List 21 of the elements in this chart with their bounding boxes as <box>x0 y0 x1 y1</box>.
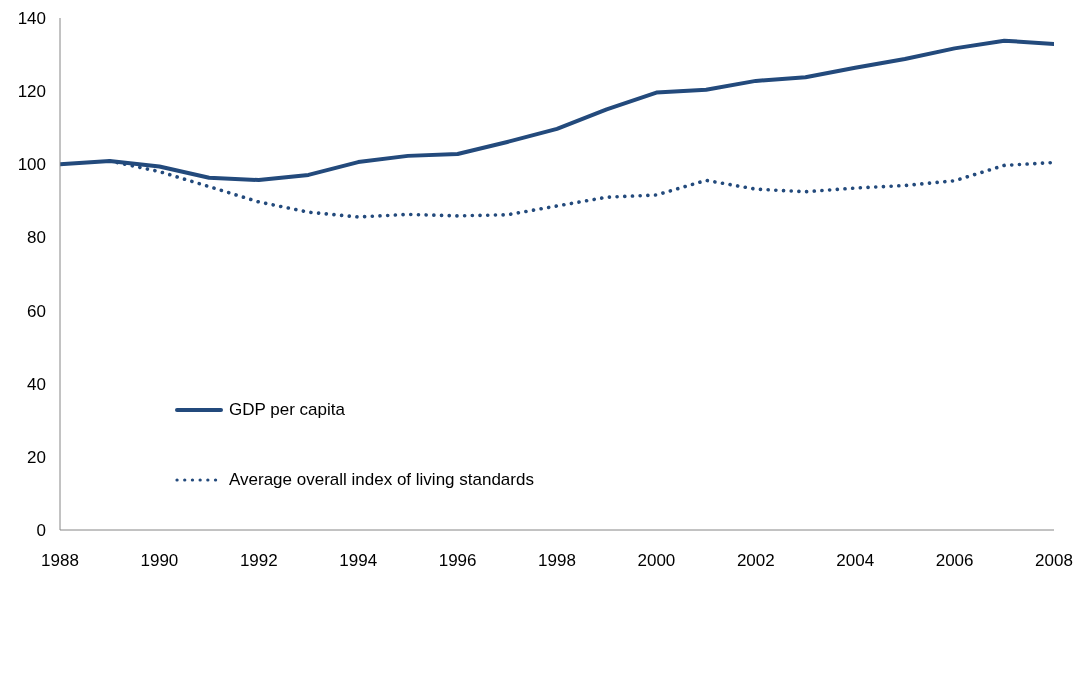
x-tick-label: 1996 <box>438 551 477 571</box>
y-tick-label: 0 <box>36 521 46 541</box>
legend-label: GDP per capita <box>229 400 345 420</box>
x-tick-label: 2002 <box>736 551 775 571</box>
x-tick-label: 1988 <box>41 551 79 571</box>
legend-label: Average overall index of living standards <box>229 470 534 490</box>
y-tick-label: 120 <box>17 82 46 102</box>
x-tick-label: 2000 <box>637 551 676 571</box>
y-tick-label: 140 <box>17 9 46 29</box>
x-tick-label: 1990 <box>140 551 179 571</box>
y-tick-label: 20 <box>27 447 46 467</box>
y-tick-label: 80 <box>27 228 46 248</box>
y-tick-label: 100 <box>17 155 46 175</box>
x-tick-label: 2006 <box>935 551 974 571</box>
x-tick-label: 2008 <box>1035 551 1073 571</box>
x-tick-label: 1992 <box>239 551 278 571</box>
y-tick-label: 40 <box>27 374 46 394</box>
x-tick-label: 2004 <box>836 551 875 571</box>
x-tick-label: 1998 <box>538 551 576 571</box>
y-tick-label: 60 <box>27 301 46 321</box>
x-tick-label: 1994 <box>339 551 378 571</box>
